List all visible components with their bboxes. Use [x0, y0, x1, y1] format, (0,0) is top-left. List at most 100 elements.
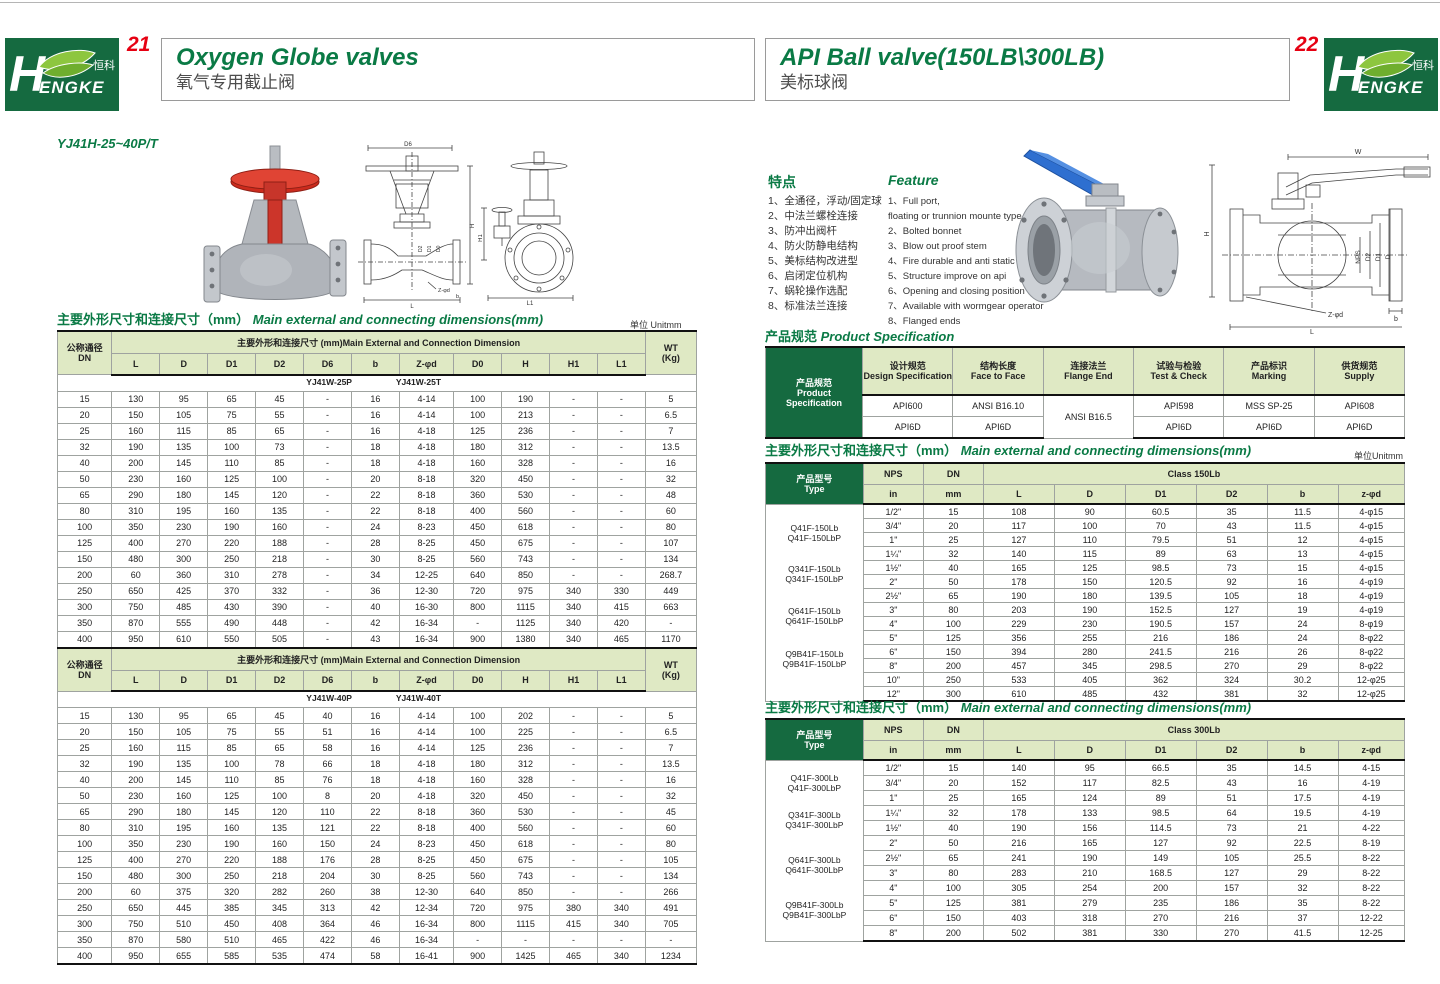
- table-row: 1½" 40 190 156 114.5 73 21 4-22: [766, 820, 1405, 836]
- table-cell: 450: [453, 518, 503, 536]
- table-cell: 310: [111, 819, 161, 836]
- table-cell: 1380: [501, 630, 550, 649]
- table-cell: -: [549, 470, 598, 488]
- table-cell: 34: [350, 566, 400, 584]
- table-cell: 105: [159, 723, 209, 740]
- table-cell: 42: [350, 899, 400, 916]
- table-cell: -: [596, 502, 646, 520]
- table-cell: 117: [1053, 775, 1126, 791]
- table-cell: -: [596, 723, 646, 740]
- table-cell: 40: [922, 820, 984, 836]
- table-cell: 95: [159, 390, 209, 408]
- table-cell: 11.5: [1266, 503, 1339, 519]
- svg-text:D6: D6: [404, 142, 412, 148]
- table-cell: 105: [1195, 850, 1268, 866]
- table-cell: 16: [350, 739, 400, 756]
- feature-item: 1、Full port, floating or trunnion mounte…: [888, 196, 1022, 222]
- table-cell: 40: [56, 454, 113, 472]
- table-row: 4" 100 229 230 190.5 157 24 8-φ19: [766, 616, 1405, 631]
- spec-row-header: 产品规范 Product Specification: [764, 346, 864, 439]
- table-cell: 675: [501, 534, 550, 552]
- table-cell: 20: [350, 787, 400, 804]
- table-cell: 45: [255, 707, 304, 724]
- table-cell: 610: [159, 630, 209, 649]
- table-cell: 4-φ19: [1337, 574, 1405, 589]
- table-cell: 950: [111, 630, 161, 649]
- page-title-right: API Ball valve(150LB\300LB) 美标球阀: [765, 38, 1290, 101]
- table-cell: 50: [56, 470, 113, 488]
- table-cell: 655: [159, 947, 209, 965]
- table-cell: 135: [255, 502, 304, 520]
- table-cell: 125: [453, 422, 503, 440]
- table-cell: 125: [922, 630, 984, 645]
- table-cell: 134: [644, 550, 698, 568]
- table-cell: 51: [303, 723, 352, 740]
- table-cell: 64: [1195, 805, 1268, 821]
- globe-dim-table: 公称通径 DN 主要外形和连接尺寸 (mm)Main External and C…: [56, 330, 698, 965]
- table-cell: 250: [207, 550, 257, 568]
- table-cell: 200: [111, 771, 161, 788]
- table-cell: 165: [982, 560, 1055, 575]
- table-cell: 400: [453, 819, 503, 836]
- col-header-wt: WT (Kg): [644, 646, 698, 692]
- table-row: 50 230 160 125 100-20 8-18 320 450- -32: [56, 470, 698, 488]
- table-cell: 29: [1266, 658, 1339, 673]
- col-header: D: [1053, 740, 1126, 761]
- table-cell: 130: [111, 707, 161, 724]
- table-cell: 190.5: [1124, 616, 1197, 631]
- table-cell: 160: [111, 739, 161, 756]
- col-header: D6: [303, 353, 352, 376]
- table-cell: 130: [111, 390, 161, 408]
- table-cell: 190: [982, 588, 1055, 603]
- table-cell: 16: [644, 771, 698, 788]
- table-cell: 270: [1124, 910, 1197, 926]
- table-cell: 485: [159, 598, 209, 616]
- table-cell: 4-φ15: [1337, 518, 1405, 533]
- spec-cell: API6D: [862, 416, 954, 439]
- spec-cell: MSS SP-25: [1223, 394, 1315, 417]
- table-row: 80 310 195 160 135 121 22 8-18 400 560- -60: [56, 819, 698, 836]
- table-cell: 420: [596, 614, 646, 632]
- table-cell: -: [644, 614, 698, 632]
- table-cell: 4-18: [398, 454, 455, 472]
- table-cell: 450: [501, 470, 550, 488]
- table-cell: 92: [1195, 574, 1268, 589]
- table-cell: 362: [1124, 672, 1197, 687]
- table-cell: 12-22: [1337, 910, 1405, 926]
- model-row-cell: YJ41W-25P YJ41W-25T: [57, 374, 697, 392]
- table-row: Q41F-300Lb Q41F-300LbP Q341F-300Lb Q341F-…: [765, 759, 1405, 942]
- table-cell: 320: [207, 883, 257, 900]
- table-cell: 1/2": [862, 759, 924, 776]
- table-row: 250 650 445 385 345 313 42 12-34 720 975 380 340 491: [56, 899, 698, 916]
- table-subheader-row: L D D1 D2 D6 b Z-φd D0 H H1 L1: [58, 353, 697, 376]
- table-cell: 4-14: [398, 390, 455, 408]
- table-cell: 98.5: [1124, 560, 1197, 575]
- table-cell: -: [549, 867, 598, 884]
- table-cell: 1¼": [862, 546, 924, 561]
- table-cell: 100: [453, 707, 503, 724]
- col-header: z-φd: [1337, 740, 1405, 761]
- table-cell: 186: [1195, 630, 1268, 645]
- table-cell: 40: [350, 598, 400, 616]
- table-cell: 24: [1266, 616, 1339, 631]
- table-cell: 345: [1053, 658, 1126, 673]
- col-header: L: [982, 740, 1055, 761]
- table-cell: 345: [255, 899, 304, 916]
- table-cell: 188: [255, 534, 304, 552]
- table-cell: 200: [1124, 880, 1197, 896]
- table-cell: 133: [1053, 805, 1126, 821]
- table-cell: 705: [644, 915, 698, 932]
- table-cell: 8": [862, 925, 924, 942]
- table-cell: 125: [453, 739, 503, 756]
- table-cell: 120: [255, 803, 304, 820]
- table-cell: 85: [207, 739, 257, 756]
- table-cell: 6.5: [644, 406, 698, 424]
- table-cell: 152.5: [1124, 602, 1197, 617]
- table-cell: 1/2": [862, 503, 924, 519]
- table-cell: 36: [350, 582, 400, 600]
- table-cell: 160: [207, 502, 257, 520]
- table-cell: 180: [453, 438, 503, 456]
- col-header-class: Class 300Lb: [982, 718, 1406, 741]
- table-cell: 20: [56, 406, 113, 424]
- table-cell: 218: [255, 867, 304, 884]
